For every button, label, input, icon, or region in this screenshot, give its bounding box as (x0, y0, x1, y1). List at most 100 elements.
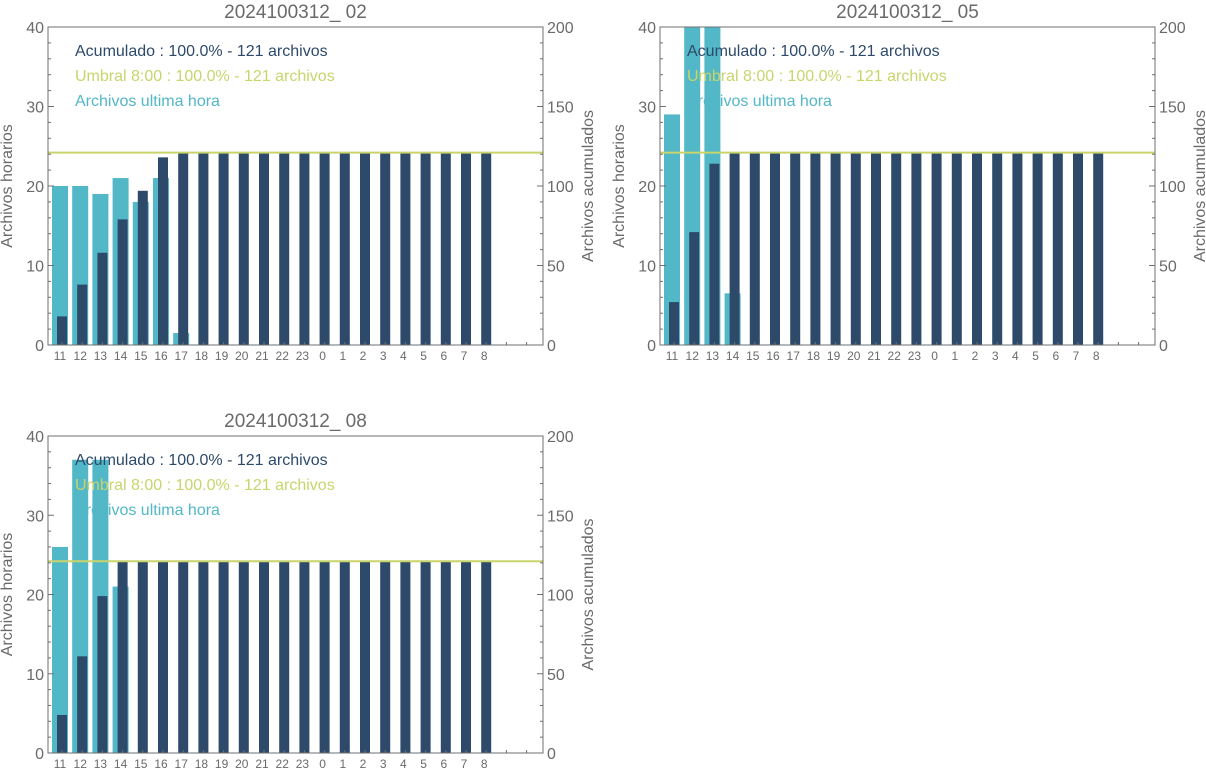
right-tick-label: 100 (1159, 179, 1186, 196)
x-tick-label: 19 (827, 349, 841, 363)
x-tick-label: 19 (215, 757, 229, 771)
cumulative-bar-3 (380, 152, 391, 345)
x-tick-label: 15 (134, 349, 148, 363)
left-axis-label: Archivos horarios (611, 124, 628, 248)
cumulative-bar-4 (400, 561, 411, 753)
left-tick-label: 40 (638, 20, 656, 37)
left-tick-label: 30 (26, 508, 44, 525)
legend-entry-2: Umbral 8:00 : 100.0% - 121 archivos (75, 68, 335, 85)
x-tick-label: 8 (481, 349, 488, 363)
plot-area (660, 27, 1155, 345)
right-axis-label: Archivos acumulados (580, 110, 597, 262)
cumulative-bar-21 (259, 152, 269, 345)
x-tick-label: 0 (319, 349, 326, 363)
left-tick-label: 20 (26, 588, 44, 605)
x-tick-label: 7 (461, 757, 468, 771)
x-tick-label: 20 (847, 349, 861, 363)
cumulative-bar-17 (790, 152, 801, 345)
hourly-bar-11 (664, 114, 680, 345)
cumulative-bar-23 (911, 152, 922, 345)
cumulative-bar-6 (440, 152, 451, 345)
x-tick-label: 4 (400, 349, 407, 363)
right-tick-label: 0 (1159, 338, 1168, 355)
cumulative-bar-16 (770, 152, 780, 345)
hourly-bar-11 (52, 186, 68, 345)
cumulative-bar-22 (891, 152, 902, 345)
x-tick-label: 1 (951, 349, 958, 363)
x-tick-label: 1 (339, 349, 346, 363)
x-tick-label: 17 (175, 757, 189, 771)
left-axis-label: Archivos horarios (0, 533, 16, 657)
cumulative-bar-16 (158, 157, 168, 345)
cumulative-bar-0 (319, 561, 330, 753)
left-tick-label: 20 (638, 179, 656, 196)
cumulative-bar-6 (440, 561, 451, 753)
x-tick-label: 19 (215, 349, 229, 363)
x-tick-label: 5 (420, 349, 427, 363)
legend-entry-2: Umbral 8:00 : 100.0% - 121 archivos (75, 477, 335, 494)
right-tick-label: 200 (1159, 20, 1186, 37)
cumulative-bar-5 (1032, 152, 1043, 345)
cumulative-bar-18 (198, 152, 209, 345)
x-tick-label: 6 (440, 757, 447, 771)
left-tick-label: 40 (26, 20, 44, 37)
cumulative-bar-13 (709, 163, 720, 345)
cumulative-bar-14 (729, 152, 740, 345)
x-tick-label: 5 (1032, 349, 1039, 363)
cumulative-bar-19 (218, 152, 229, 345)
cumulative-bar-14 (117, 219, 128, 345)
x-tick-label: 18 (195, 757, 209, 771)
cumulative-bar-17 (178, 152, 189, 345)
left-tick-label: 10 (638, 259, 656, 276)
x-tick-label: 0 (931, 349, 938, 363)
left-tick-label: 0 (35, 338, 44, 355)
legend-entry-1: Acumulado : 100.0% - 121 archivos (687, 43, 940, 60)
cumulative-bar-0 (319, 152, 330, 345)
x-tick-label: 3 (992, 349, 999, 363)
x-tick-label: 12 (74, 757, 88, 771)
chart-title: 2024100312_ 08 (224, 411, 367, 432)
right-tick-label: 50 (1159, 259, 1177, 276)
cumulative-bar-15 (137, 190, 148, 345)
x-tick-label: 0 (319, 757, 326, 771)
right-tick-label: 150 (547, 508, 574, 525)
cumulative-bar-22 (279, 561, 290, 753)
cumulative-bar-2 (360, 561, 370, 753)
right-tick-label: 100 (547, 179, 574, 196)
cumulative-bar-18 (810, 152, 821, 345)
x-tick-label: 14 (726, 349, 740, 363)
x-tick-label: 23 (908, 349, 922, 363)
legend-entry-3: Archivos ultima hora (75, 502, 220, 519)
cumulative-bar-18 (198, 561, 209, 753)
right-tick-label: 200 (547, 20, 574, 37)
cumulative-bar-3 (380, 561, 391, 753)
x-tick-label: 2 (972, 349, 979, 363)
x-tick-label: 4 (1012, 349, 1019, 363)
cumulative-bar-15 (749, 152, 760, 345)
cumulative-bar-21 (259, 561, 269, 753)
cumulative-bar-4 (1012, 152, 1023, 345)
x-tick-label: 4 (400, 757, 407, 771)
right-tick-label: 100 (547, 588, 574, 605)
x-tick-label: 12 (686, 349, 700, 363)
left-axis-label: Archivos horarios (0, 124, 16, 248)
left-tick-label: 0 (647, 338, 656, 355)
x-tick-label: 21 (255, 757, 269, 771)
right-axis-label: Archivos acumulados (580, 518, 597, 670)
cumulative-bar-1 (339, 152, 350, 345)
cumulative-bar-11 (57, 316, 67, 345)
cumulative-bar-20 (238, 561, 249, 753)
right-tick-label: 50 (547, 667, 565, 684)
cumulative-bar-20 (238, 152, 249, 345)
chart-title: 2024100312_ 02 (224, 2, 367, 23)
x-tick-label: 21 (255, 349, 269, 363)
x-tick-label: 11 (666, 349, 679, 363)
x-tick-label: 17 (787, 349, 801, 363)
cumulative-bar-23 (299, 152, 310, 345)
cumulative-bar-5 (420, 152, 431, 345)
x-tick-label: 15 (746, 349, 760, 363)
x-tick-label: 1 (339, 757, 346, 771)
left-tick-label: 10 (26, 259, 44, 276)
x-tick-label: 15 (134, 757, 148, 771)
